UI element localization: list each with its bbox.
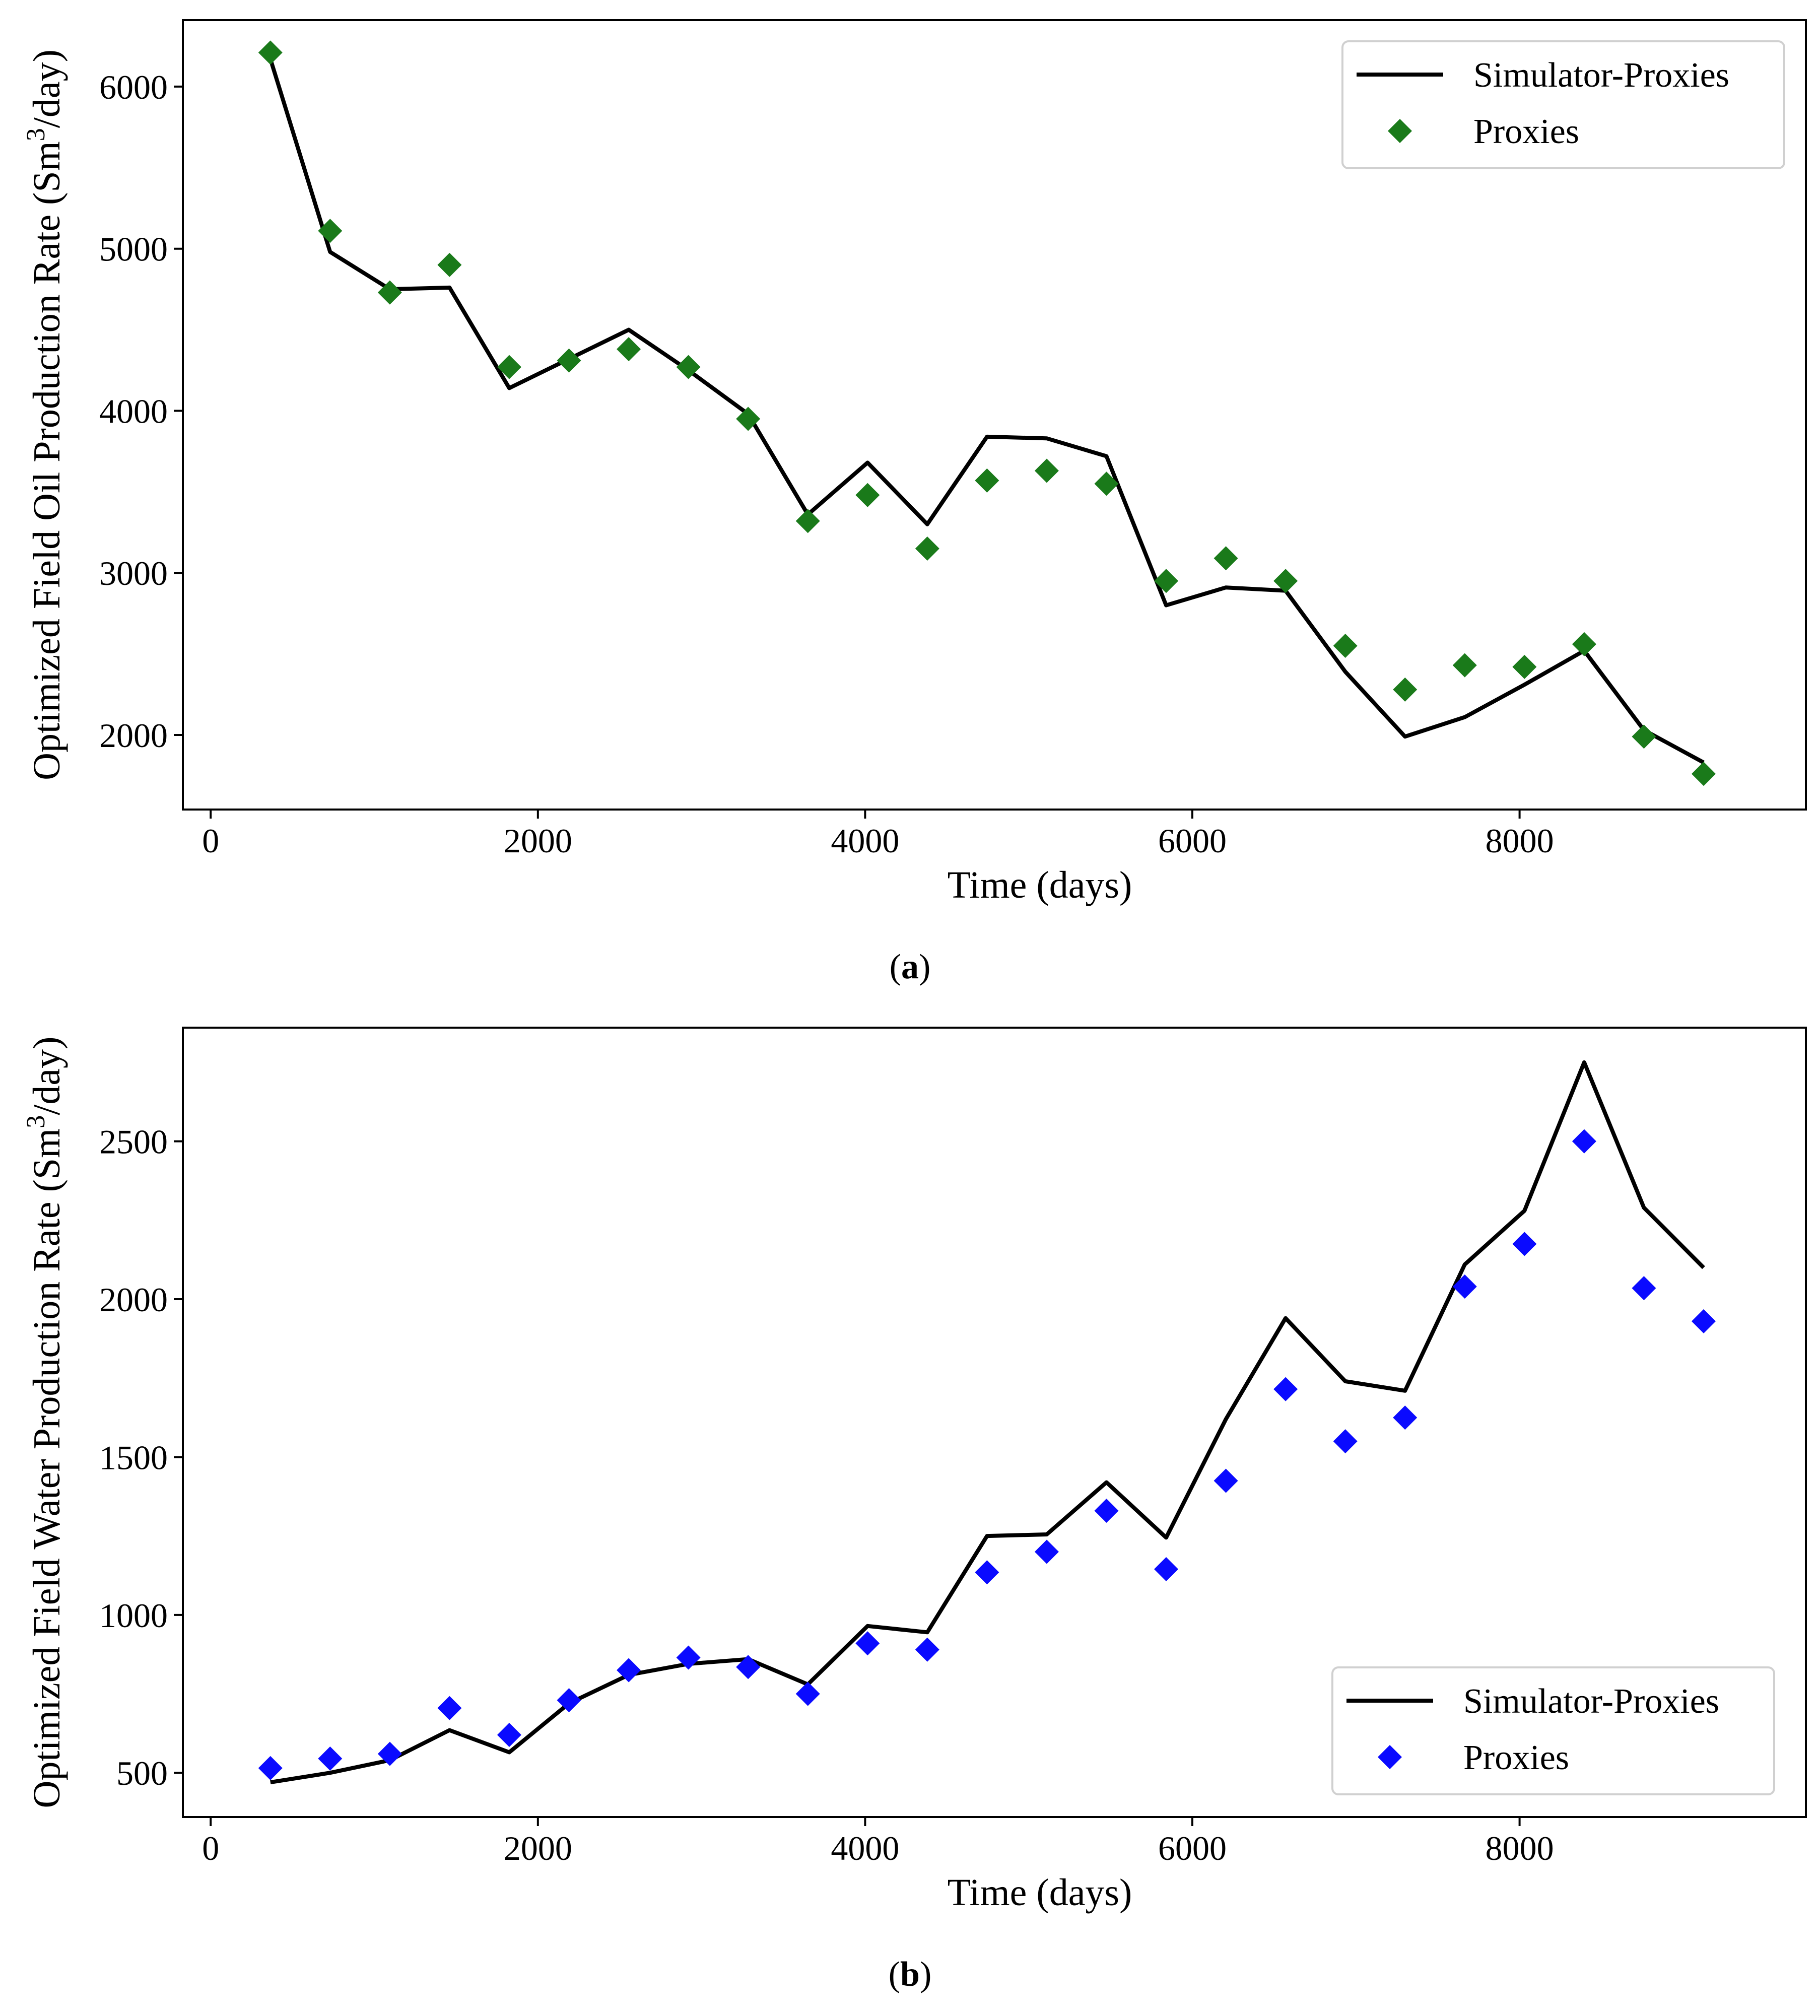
chart-panel-a: 0 2000 4000 6000 8000 2000 3000 4000 5000 6000 Tim… [22, 19, 1807, 906]
y-tick-label: 2000 [99, 716, 168, 755]
x-tick-label: 8000 [1486, 822, 1554, 860]
proxies-marker [318, 1746, 343, 1771]
legend-label-proxies: Proxies [1463, 1738, 1569, 1777]
proxies-marker [1034, 458, 1059, 483]
proxies-marker [437, 1696, 462, 1720]
proxies-marker [975, 468, 999, 493]
proxies-marker [1452, 653, 1477, 678]
y-tick-label: 1500 [99, 1438, 168, 1476]
proxies-marker [1572, 1129, 1596, 1154]
x-tick-label: 6000 [1158, 1829, 1227, 1867]
y-tick-label: 2500 [99, 1123, 168, 1161]
proxies-marker [915, 1637, 939, 1662]
y-tick-label: 5000 [99, 230, 168, 268]
proxies-marker [1273, 569, 1298, 593]
y-tick-label: 3000 [99, 554, 168, 592]
proxies-marker [1214, 546, 1238, 571]
proxies-marker [617, 337, 641, 362]
proxies-marker [437, 252, 462, 277]
proxies-marker [795, 509, 820, 533]
proxies-marker [1333, 634, 1358, 658]
proxies-marker [1094, 472, 1119, 496]
legend-label-simulator-proxies: Simulator-Proxies [1463, 1682, 1719, 1721]
proxies-marker [1572, 632, 1596, 656]
proxies-marker [258, 40, 283, 65]
proxies-marker [1692, 762, 1716, 786]
simulator-proxies-line [270, 1060, 1705, 1785]
proxies-marker [1692, 1309, 1716, 1333]
proxies-marker [1512, 654, 1537, 679]
chart-panel-b: 0 2000 4000 6000 8000 500 1000 1500 2000 2500 Time… [22, 1027, 1807, 1914]
y-tick-label: 4000 [99, 392, 168, 430]
legend-label-simulator-proxies: Simulator-Proxies [1473, 56, 1729, 95]
x-tick-label: 2000 [504, 1829, 572, 1867]
proxies-marker [377, 1741, 402, 1766]
plot-frame [182, 1027, 1807, 1818]
proxies-marker [676, 1645, 701, 1670]
proxies-marker [1154, 1557, 1179, 1581]
proxies-marker [1452, 1274, 1477, 1299]
proxies-marker [557, 1688, 581, 1713]
legend-box [1341, 40, 1785, 169]
legend-label-proxies: Proxies [1473, 112, 1579, 151]
proxies-marker [1154, 569, 1179, 593]
proxies-marker [975, 1560, 999, 1585]
legend-marker-swatch [1378, 1745, 1402, 1769]
y-tick-label: 6000 [99, 68, 168, 106]
caption-b-letter: b [900, 1955, 920, 1994]
proxies-marker [258, 1756, 283, 1780]
legend-box [1331, 1666, 1775, 1795]
proxies-marker [617, 1658, 641, 1683]
proxies-marker [1214, 1468, 1238, 1493]
x-tick-label: 0 [202, 1829, 219, 1867]
caption-b: (b) [888, 1955, 932, 1994]
x-tick-label: 4000 [831, 1829, 899, 1867]
proxies-marker [1393, 677, 1418, 702]
proxies-marker [736, 1655, 761, 1679]
proxies-marker [855, 483, 880, 507]
proxies-marker [915, 536, 939, 561]
y-tick-label: 500 [116, 1754, 168, 1792]
proxies-marker [736, 407, 761, 431]
y-tick-label: 2000 [99, 1281, 168, 1319]
simulator-proxies-line [268, 58, 1705, 765]
proxies-marker [497, 355, 521, 379]
caption-a-letter: a [901, 948, 919, 986]
proxies-marker [318, 219, 343, 243]
proxies-marker [1273, 1377, 1298, 1401]
proxies-marker [1632, 1276, 1656, 1301]
x-axis-label: Time (days) [948, 864, 1132, 906]
caption-a: (a) [889, 948, 931, 986]
proxies-marker [557, 348, 581, 373]
x-tick-label: 0 [202, 822, 219, 860]
y-axis-label: Optimized Field Oil Production Rate (Sm3… [22, 49, 68, 780]
legend: Simulator-Proxies Proxies [1331, 1666, 1775, 1795]
proxies-marker [855, 1631, 880, 1656]
proxies-marker [1333, 1429, 1358, 1454]
legend-marker-swatch [1388, 119, 1412, 143]
proxies-marker [795, 1682, 820, 1706]
proxies-marker [1512, 1232, 1537, 1256]
proxies-marker [497, 1723, 521, 1748]
proxies-marker [377, 280, 402, 305]
plot-frame [182, 19, 1807, 811]
legend: Simulator-Proxies Proxies [1341, 40, 1785, 169]
y-axis-label: Optimized Field Water Production Rate (S… [22, 1037, 68, 1808]
y-tick-label: 1000 [99, 1596, 168, 1635]
proxies-marker [1632, 724, 1656, 749]
x-tick-label: 4000 [831, 822, 899, 860]
proxies-marker [1034, 1539, 1059, 1564]
x-tick-label: 2000 [504, 822, 572, 860]
proxies-marker [1094, 1499, 1119, 1523]
proxies-marker [676, 355, 701, 379]
x-axis-label: Time (days) [948, 1871, 1132, 1914]
x-tick-label: 6000 [1158, 822, 1227, 860]
proxies-marker [1393, 1405, 1418, 1430]
x-tick-label: 8000 [1486, 1829, 1554, 1867]
